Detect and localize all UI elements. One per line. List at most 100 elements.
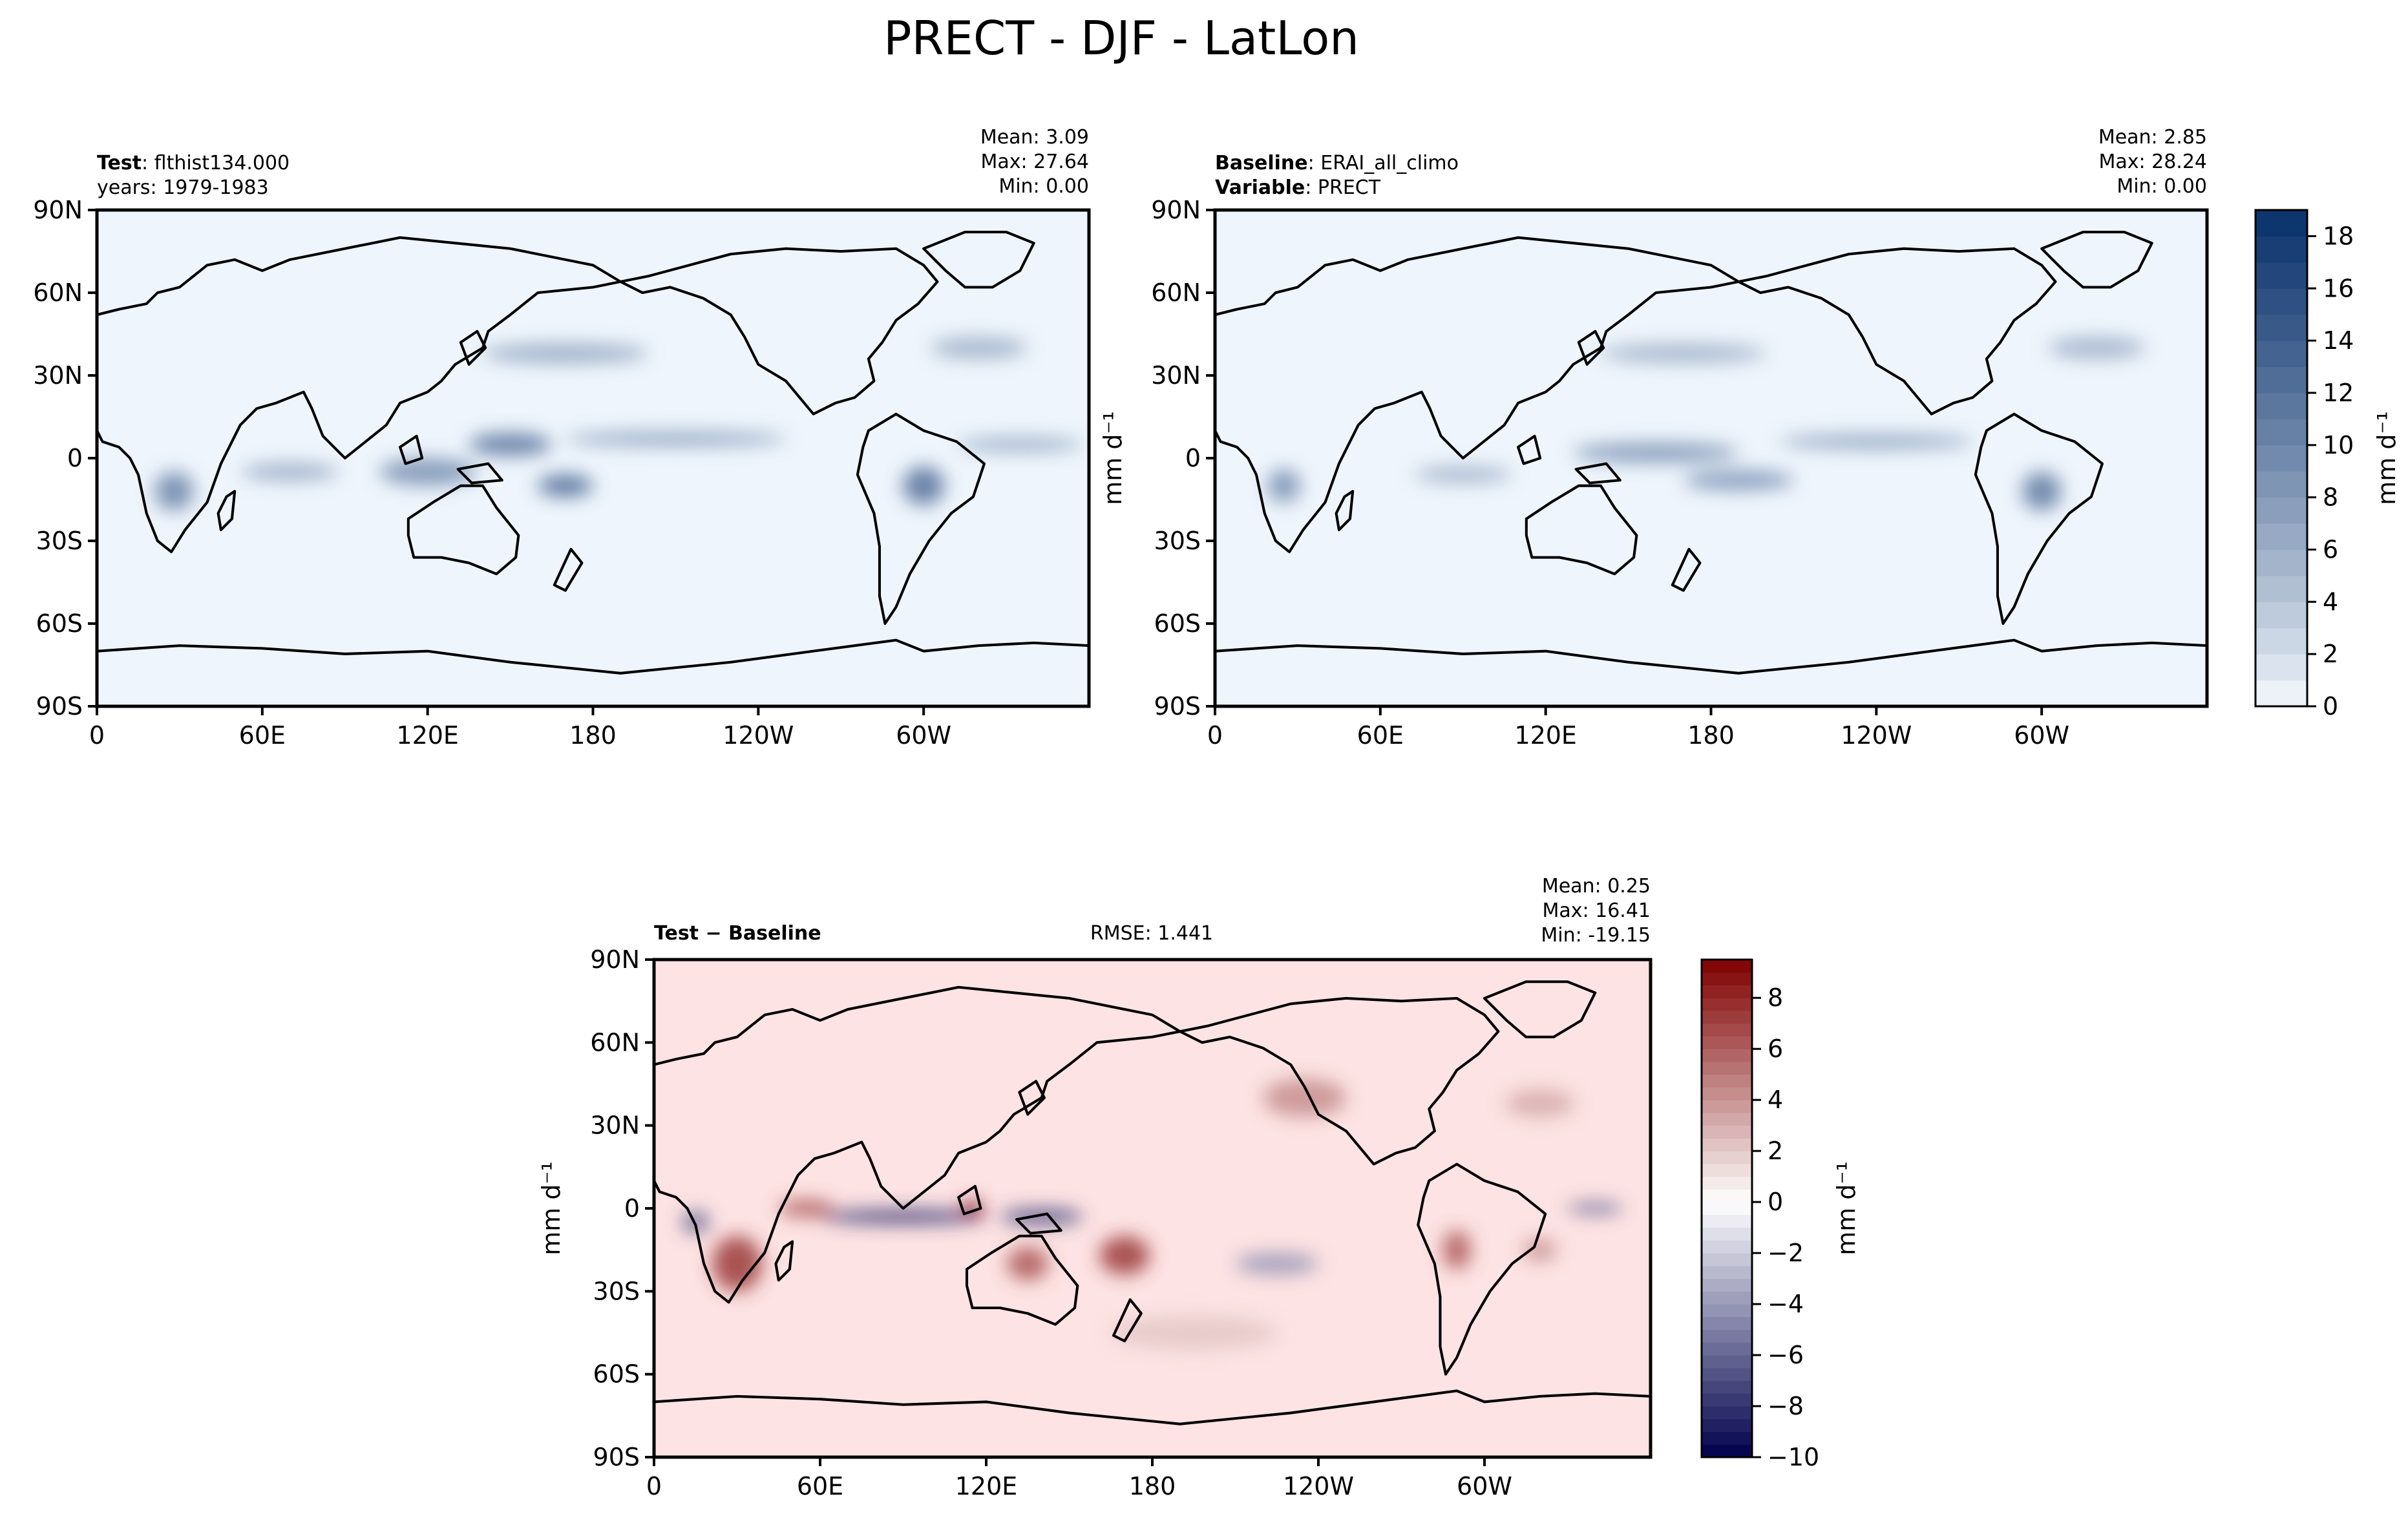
field-feature [1523,1239,1557,1261]
colorbar-bottom-block [1702,1087,1752,1100]
colorbar-top-tick-label: 10 [2323,431,2354,459]
colorbar-bottom-tick-label: −6 [1768,1341,1804,1369]
colorbar-top-block [2255,654,2307,681]
lat-tick-label: 90S [593,1443,640,1471]
field-feature [1683,470,1794,490]
lat-tick-label: 60N [33,279,83,307]
panel-test-map [97,210,1089,706]
field-feature [1567,1203,1623,1214]
colorbar-top-tick-label: 18 [2323,222,2354,250]
colorbar-top-tick-label: 2 [2323,640,2338,668]
field-feature [1780,434,1973,449]
colorbar-top-block [2255,341,2307,368]
colorbar-bottom-tick-label: −8 [1768,1392,1804,1420]
colorbar-top-block [2255,419,2307,446]
colorbar-top-block [2255,366,2307,394]
colorbar-bottom-block [1702,1023,1752,1036]
lon-tick-label: 120E [955,1472,1018,1500]
colorbar-top-tick-label: 16 [2323,274,2354,302]
colorbar-top-block [2255,236,2307,263]
panel-baseline-label1: Baseline: ERAI_all_climo [1215,152,1459,174]
panel-diff-mean: Mean: 0.25 [1542,875,1651,898]
field-feature [1099,1236,1150,1275]
field-feature [565,432,786,446]
colorbar-top-tick-label: 12 [2323,379,2354,407]
colorbar-top-block [2255,445,2307,472]
colorbar-bottom-block [1702,1304,1752,1318]
colorbar-bottom-block [1702,1253,1752,1267]
lon-tick-label: 120W [723,721,794,750]
field-feature [1263,1078,1346,1117]
colorbar-bottom-block [1702,998,1752,1011]
colorbar-bottom-block [1702,1061,1752,1075]
colorbar-bottom-block [1702,1329,1752,1343]
colorbar-top-frame [2254,209,2308,708]
colorbar-top-tick-label: 14 [2323,326,2354,355]
field-feature [1267,469,1301,503]
field-feature [903,466,945,505]
field-feature [778,1200,834,1217]
lon-tick-label: 180 [1129,1472,1176,1500]
panel-baseline-label1-bold: Baseline [1215,152,1308,174]
field-feature [538,474,593,497]
colorbar-top-block [2255,575,2307,602]
panel-baseline-label2-bold: Variable [1215,176,1305,199]
lat-tick-label: 30S [593,1277,640,1305]
panel-baseline-label2: Variable: PRECT [1215,176,1381,199]
lon-tick-label: 60W [1457,1472,1512,1500]
colorbar-bottom-block [1702,1265,1752,1279]
colorbar-bottom-block [1702,1406,1752,1420]
colorbar-bottom-block [1702,1214,1752,1228]
colorbar-bottom-block [1702,972,1752,985]
field-feature [2048,337,2146,359]
panel-test-max: Max: 27.64 [980,151,1089,173]
colorbar-bottom-block [1702,1151,1752,1164]
field-feature [1415,466,1512,483]
field-feature [1007,1246,1049,1281]
lat-tick-label: 30N [1151,361,1201,390]
field-feature [712,1236,763,1292]
field-feature [1505,1089,1575,1117]
colorbar-top-tick-label: 8 [2323,483,2338,512]
colorbar-bottom-tick-label: 8 [1768,983,1783,1012]
panel-test-mean: Mean: 3.09 [980,126,1089,149]
lon-tick-label: 0 [646,1472,662,1500]
field-feature [1235,1252,1318,1275]
colorbar-bottom-block [1702,1418,1752,1433]
colorbar-top-tick-label: 0 [2323,692,2338,720]
lat-tick-label: 90N [33,196,83,224]
panel-diff-min: Min: -19.15 [1541,924,1651,947]
panel-diff-max: Max: 16.41 [1542,899,1651,922]
lat-tick-label: 0 [624,1194,640,1223]
panel-diff: Test − Baseline RMSE: 1.441 Mean: 0.25 M… [537,875,1653,1500]
colorbar-top-block [2255,314,2307,341]
panel-baseline-map [1215,210,2207,706]
field-feature [241,463,339,481]
colorbar-bottom-block [1702,1316,1752,1330]
colorbar-bottom-block [1702,1176,1752,1190]
colorbar-top-block [2255,210,2307,237]
colorbar-bottom-block [1702,1227,1752,1241]
panel-diff-rmse: RMSE: 1.441 [1090,922,1213,945]
lat-tick-label: 60N [590,1028,640,1057]
field-feature [154,472,194,511]
colorbar-bottom-block [1702,1049,1752,1062]
colorbar-bottom-block [1702,985,1752,998]
colorbar-bottom-block [1702,1355,1752,1369]
panel-test-ocean-background [97,210,1089,706]
colorbar-bottom-block [1702,1138,1752,1152]
colorbar-top-unit: mm d⁻¹ [2372,411,2401,505]
colorbar-bottom-block [1702,1125,1752,1139]
colorbar-top-block [2255,392,2307,419]
colorbar-top-block [2255,627,2307,655]
colorbar-bottom-block [1702,1100,1752,1113]
colorbar-bottom-block [1702,1380,1752,1394]
field-feature [1442,1230,1471,1270]
panel-baseline-label1-text: : ERAI_all_climo [1308,152,1459,174]
field-feature [1573,443,1739,463]
colorbar-bottom-tick-label: −2 [1768,1239,1804,1267]
lon-tick-label: 120E [396,721,459,750]
colorbar-top-block [2255,471,2307,498]
